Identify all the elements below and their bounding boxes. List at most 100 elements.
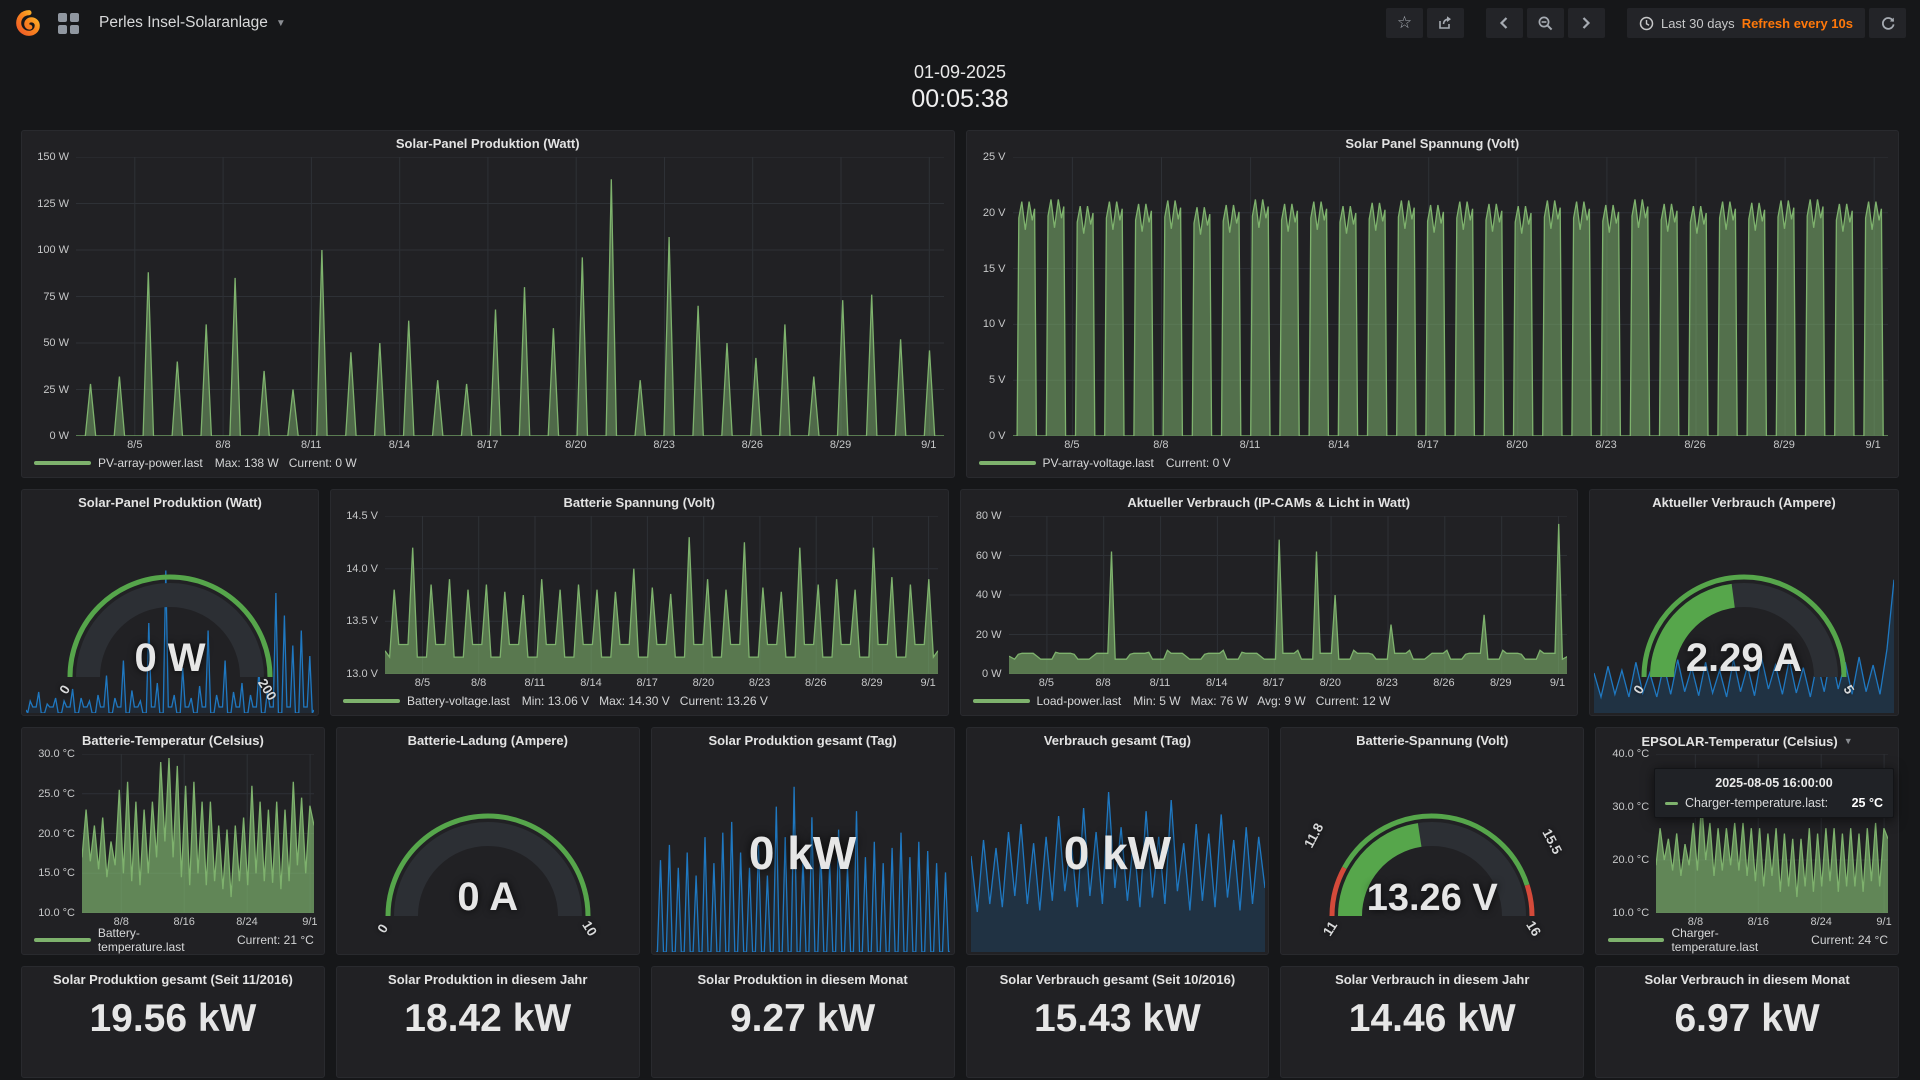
x-tick-label: 8/14: [1328, 439, 1349, 451]
y-tick-label: 40.0 °C: [1612, 748, 1649, 760]
plot-area[interactable]: [76, 157, 944, 436]
x-axis: 8/58/88/118/148/178/208/238/268/299/1: [385, 674, 938, 691]
gauge-chart[interactable]: 0100 A: [341, 754, 635, 952]
panel-stat-production-year: Solar Produktion in diesem Jahr 18.42 kW: [336, 966, 640, 1078]
timeseries-chart[interactable]: 14.5 V14.0 V13.5 V13.0 V8/58/88/118/148/…: [339, 516, 938, 711]
x-tick-label: 8/5: [1039, 677, 1054, 689]
y-tick-label: 10.0 °C: [38, 907, 75, 919]
time-back-button[interactable]: [1486, 8, 1523, 38]
x-tick-label: 9/1: [1866, 439, 1881, 451]
series-color-dash: [1608, 938, 1664, 942]
legend-series-name[interactable]: PV-array-voltage.last: [1043, 456, 1154, 470]
x-tick-label: 9/1: [1876, 916, 1891, 928]
x-tick-label: 8/5: [415, 677, 430, 689]
x-tick-label: 8/20: [565, 439, 586, 451]
panel-title[interactable]: Solar Verbrauch in diesem Monat: [1596, 967, 1898, 993]
y-tick-label: 20 V: [983, 207, 1006, 219]
legend-stats: Min: 5 W Max: 76 W Avg: 9 W Current: 12 …: [1133, 694, 1390, 708]
y-tick-label: 75 W: [43, 291, 69, 303]
grafana-logo[interactable]: [14, 8, 44, 38]
plot-area[interactable]: [385, 516, 938, 674]
chevron-left-icon: [1497, 15, 1511, 31]
time-forward-button[interactable]: [1568, 8, 1605, 38]
x-tick-label: 8/8: [1096, 677, 1111, 689]
panel-ampere-gauge: Aktueller Verbrauch (Ampere) 052.29 A: [1589, 489, 1899, 716]
x-tick-label: 8/5: [1064, 439, 1079, 451]
x-tick-label: 8/14: [580, 677, 601, 689]
legend-series-name[interactable]: Charger-temperature.last: [1671, 926, 1799, 954]
zoom-out-button[interactable]: [1527, 8, 1564, 38]
panel-pv-power: Solar-Panel Produktion (Watt) 150 W125 W…: [21, 130, 955, 478]
panel-title[interactable]: Solar-Panel Produktion (Watt): [22, 490, 318, 516]
x-tick-label: 8/24: [1810, 916, 1831, 928]
panel-title[interactable]: Aktueller Verbrauch (Ampere): [1590, 490, 1898, 516]
stat-chart[interactable]: 0 kW: [971, 754, 1265, 952]
refresh-button[interactable]: [1869, 8, 1906, 38]
y-tick-label: 5 V: [989, 374, 1006, 386]
gauge-chart[interactable]: 02000 W: [26, 516, 314, 713]
time-range-picker[interactable]: Last 30 days Refresh every 10s: [1627, 8, 1865, 38]
legend-series-name[interactable]: PV-array-power.last: [98, 456, 203, 470]
share-button[interactable]: [1427, 8, 1464, 38]
star-button[interactable]: ☆: [1386, 8, 1423, 38]
timeseries-chart[interactable]: 30.0 °C25.0 °C20.0 °C15.0 °C10.0 °C 8/8 8/…: [30, 754, 314, 950]
panel-title[interactable]: Solar Produktion gesamt (Tag): [652, 728, 954, 754]
y-axis: 40.0 °C30.0 °C20.0 °C10.0 °C: [1604, 754, 1656, 913]
panel-stat-production-month: Solar Produktion in diesem Monat 9.27 kW: [651, 966, 955, 1078]
clock-panel: 01-09-2025 00:05:38: [21, 46, 1899, 130]
panel-title[interactable]: Solar Produktion in diesem Jahr: [337, 967, 639, 993]
x-tick-label: 8/16: [173, 916, 194, 928]
panel-menu-caret-icon[interactable]: ▼: [1844, 736, 1853, 746]
gauge-value: 2.29 A: [1619, 636, 1869, 681]
panel-title[interactable]: Verbrauch gesamt (Tag): [967, 728, 1269, 754]
x-tick-label: 8/17: [1417, 439, 1438, 451]
legend-series-name[interactable]: Battery-temperature.last: [98, 926, 225, 954]
dashboard: 01-09-2025 00:05:38 Solar-Panel Produkti…: [0, 46, 1920, 1078]
plot-area[interactable]: [82, 754, 314, 913]
y-tick-label: 20.0 °C: [1612, 854, 1649, 866]
y-axis: 30.0 °C25.0 °C20.0 °C15.0 °C10.0 °C: [30, 754, 82, 913]
panel-title[interactable]: Solar-Panel Produktion (Watt): [22, 131, 954, 157]
stat-chart[interactable]: 0 kW: [656, 754, 950, 952]
plot-area[interactable]: [1013, 157, 1889, 436]
panel-title[interactable]: Solar Produktion in diesem Monat: [652, 967, 954, 993]
y-tick-label: 100 W: [37, 244, 69, 256]
panel-title[interactable]: Batterie-Ladung (Ampere): [337, 728, 639, 754]
gauge-chart[interactable]: 052.29 A: [1594, 516, 1894, 713]
panel-title[interactable]: Batterie Spannung (Volt): [331, 490, 948, 516]
panel-solar-day-stat: Solar Produktion gesamt (Tag) 0 kW: [651, 727, 955, 955]
gauge-chart[interactable]: 11.81115.51613.26 V: [1285, 754, 1579, 952]
legend-series-name[interactable]: Load-power.last: [1037, 694, 1122, 708]
panel-title[interactable]: Solar Verbrauch gesamt (Seit 10/2016): [967, 967, 1269, 993]
legend-series-name[interactable]: Battery-voltage.last: [407, 694, 510, 708]
panel-stat-consumption-month: Solar Verbrauch in diesem Monat 6.97 kW: [1595, 966, 1899, 1078]
gauge-value: 0 W: [45, 636, 295, 681]
plot-area[interactable]: [1009, 516, 1568, 674]
x-tick-label: 8/8: [215, 439, 230, 451]
x-tick-label: 8/29: [861, 677, 882, 689]
stat-value: 6.97 kW: [1596, 997, 1898, 1041]
x-axis: 8/58/88/118/148/178/208/238/268/299/1: [1009, 674, 1568, 691]
y-tick-label: 30.0 °C: [38, 748, 75, 760]
apps-grid-icon[interactable]: [58, 13, 79, 34]
x-tick-label: 8/23: [749, 677, 770, 689]
y-tick-label: 14.5 V: [346, 510, 378, 522]
y-axis: 150 W125 W100 W75 W50 W25 W0 W: [30, 157, 76, 436]
timeseries-chart[interactable]: 25 V20 V15 V10 V5 V0 V8/58/88/118/148/17…: [975, 157, 1889, 473]
stat-value: 19.56 kW: [22, 997, 324, 1041]
timeseries-chart[interactable]: 80 W60 W40 W20 W0 W8/58/88/118/148/178/2…: [969, 516, 1568, 711]
panel-title[interactable]: Solar Panel Spannung (Volt): [967, 131, 1899, 157]
panel-title[interactable]: Aktueller Verbrauch (IP-CAMs & Licht in …: [961, 490, 1578, 516]
y-axis: 25 V20 V15 V10 V5 V0 V: [975, 157, 1013, 436]
timeseries-chart[interactable]: 150 W125 W100 W75 W50 W25 W0 W8/58/88/11…: [30, 157, 944, 473]
x-tick-label: 8/8: [114, 916, 129, 928]
panel-title[interactable]: Solar Verbrauch in diesem Jahr: [1281, 967, 1583, 993]
panel-title[interactable]: Solar Produktion gesamt (Seit 11/2016): [22, 967, 324, 993]
x-axis: 8/58/88/118/148/178/208/238/268/299/1: [1013, 436, 1889, 453]
y-tick-label: 0 V: [989, 430, 1006, 442]
tooltip-timestamp: 2025-08-05 16:00:00: [1665, 776, 1883, 790]
star-icon: ☆: [1397, 13, 1412, 33]
panel-title[interactable]: Batterie-Spannung (Volt): [1281, 728, 1583, 754]
dashboard-title-dropdown[interactable]: Perles Insel-Solaranlage ▼: [99, 14, 286, 32]
x-tick-label: 8/26: [742, 439, 763, 451]
